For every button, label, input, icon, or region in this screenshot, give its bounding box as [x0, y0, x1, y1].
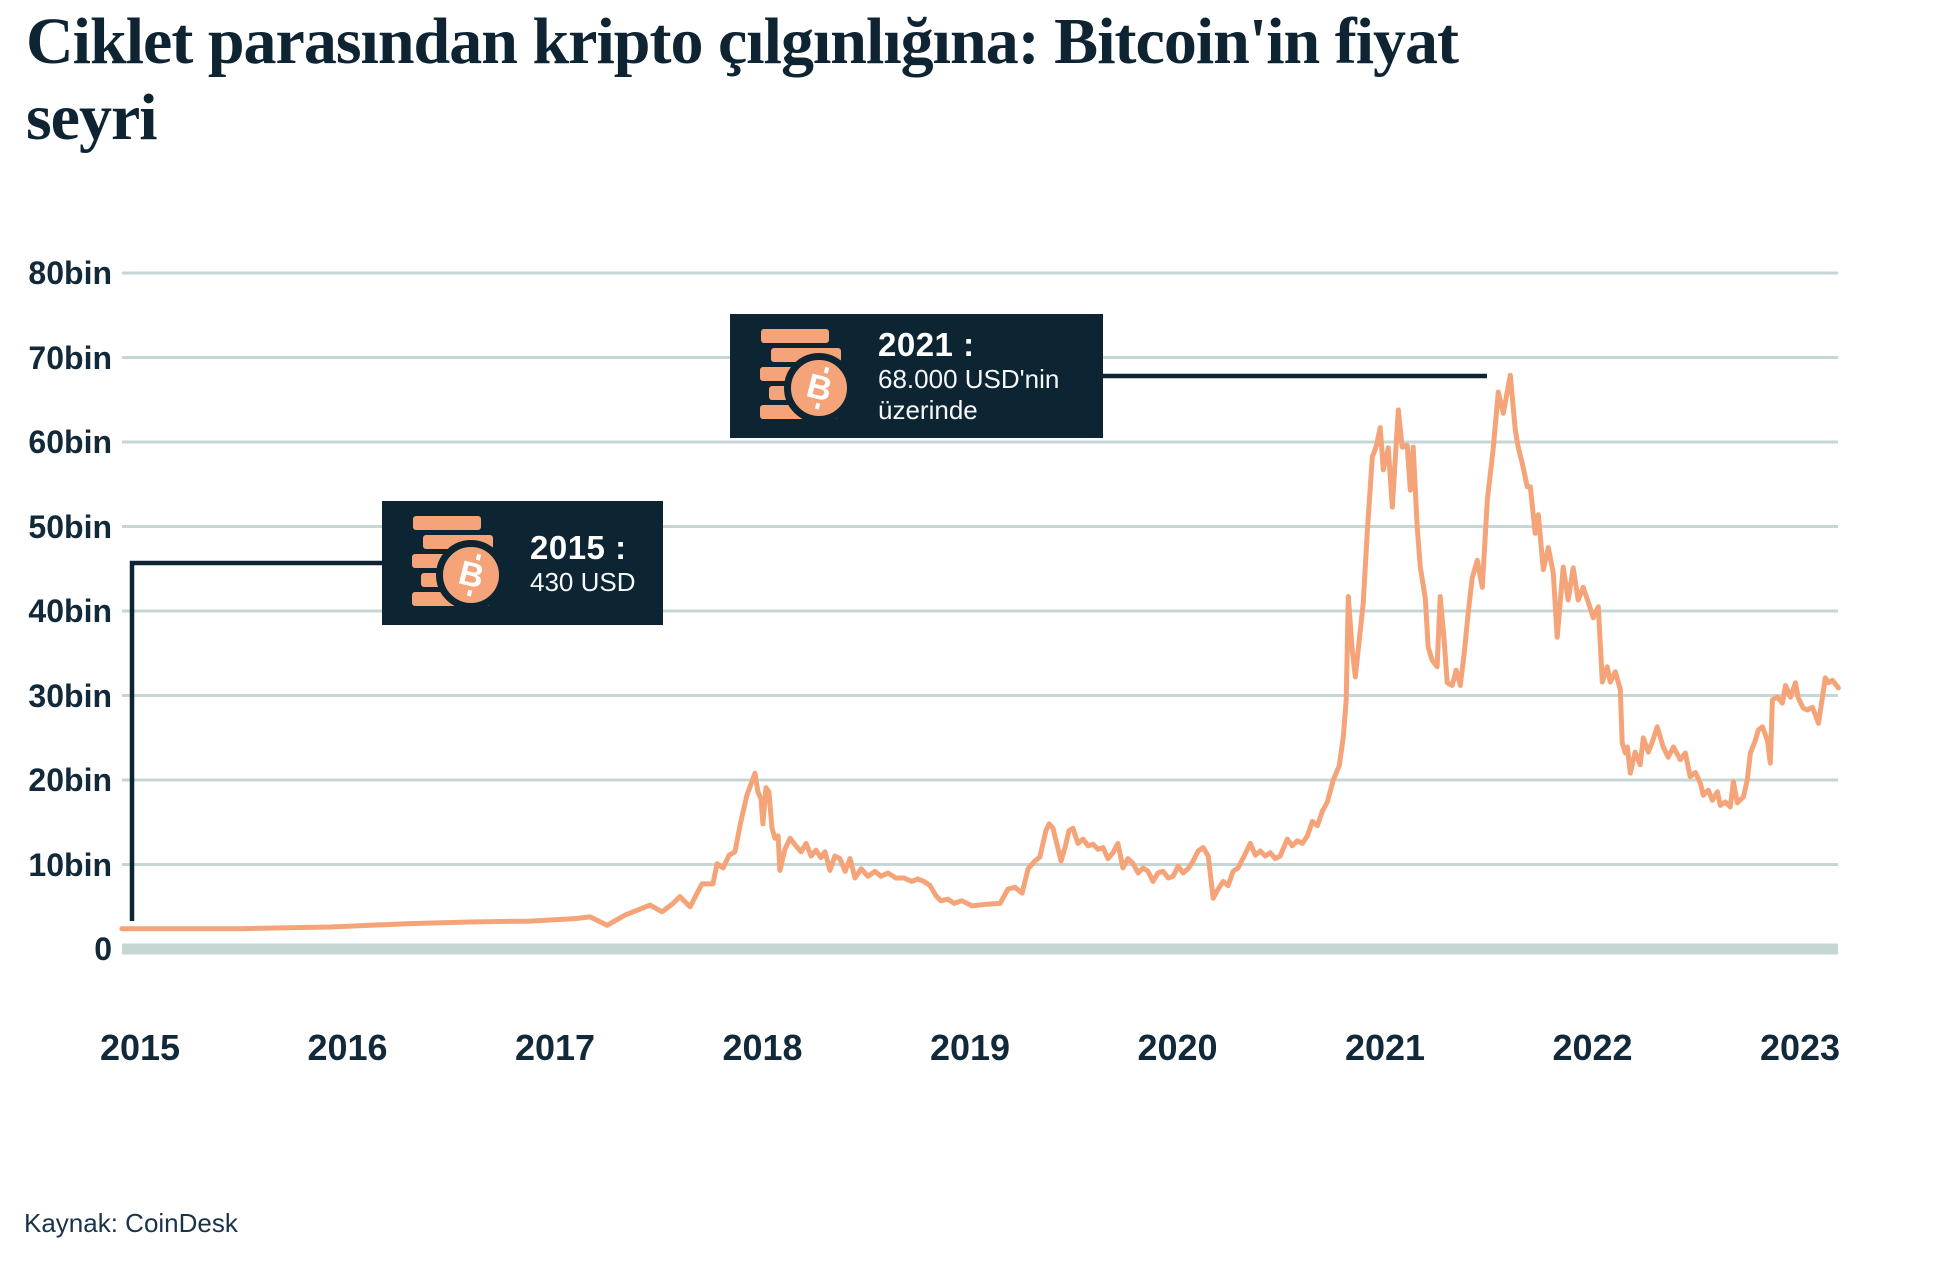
- x-axis-label: 2021: [1344, 1027, 1426, 1068]
- page-title-line-1: Ciklet parasından kripto çılgınlığına: B…: [26, 5, 1459, 78]
- annotation-2021-value-2: üzerinde: [878, 395, 978, 425]
- x-axis-label: 2019: [929, 1027, 1011, 1068]
- x-axis-label: 2022: [1552, 1027, 1633, 1068]
- x-axis-label: 2020: [1137, 1027, 1218, 1068]
- x-axis-label: 2018: [722, 1027, 803, 1068]
- source-credit: Kaynak: CoinDesk: [24, 1208, 238, 1238]
- annotation-2015-year: 2015 :: [530, 528, 627, 566]
- bitcoin-coin-icon: B: [784, 352, 854, 423]
- y-axis-label: 30bin: [28, 677, 112, 714]
- x-axis-label: 2017: [514, 1027, 596, 1068]
- bitcoin-b-glyph: B: [454, 553, 488, 596]
- page-title: Ciklet parasından kripto çılgınlığına: B…: [26, 4, 1906, 156]
- bitcoin-coin-stack-icon: B: [748, 328, 854, 424]
- y-axis-label: 10bin: [28, 846, 112, 883]
- y-axis-label: 70bin: [28, 339, 112, 376]
- annotation-2021-value-1: 68.000 USD'nin: [878, 364, 1060, 394]
- annotation-2015: B 2015 : 430 USD: [382, 501, 663, 625]
- y-axis-label: 0: [94, 931, 112, 967]
- x-axis-label: 2023: [1759, 1027, 1841, 1068]
- y-axis-label: 20bin: [28, 762, 112, 798]
- y-axis-label: 50bin: [28, 508, 112, 545]
- x-axis-baseline: [122, 943, 1838, 955]
- annotation-2021-year: 2021 :: [878, 326, 975, 363]
- bitcoin-b-glyph: B: [802, 366, 836, 409]
- y-axis-label: 40bin: [28, 593, 112, 629]
- annotation-2021: B 2021 : 68.000 USD'nin üzerinde: [730, 314, 1103, 438]
- annotation-2015-connector: [129, 560, 382, 921]
- bitcoin-price-line: [119, 372, 1841, 932]
- y-axis-label: 60bin: [28, 424, 112, 460]
- bitcoin-coin-icon: B: [436, 539, 506, 610]
- y-axis-label: 80bin: [28, 255, 112, 291]
- x-axis-label: 2015: [99, 1027, 181, 1068]
- x-axis-label: 2016: [307, 1027, 388, 1068]
- bitcoin-coin-stack-icon: B: [400, 515, 506, 611]
- page-title-line-2: seyri: [26, 81, 158, 154]
- annotation-2015-value: 430 USD: [530, 566, 636, 597]
